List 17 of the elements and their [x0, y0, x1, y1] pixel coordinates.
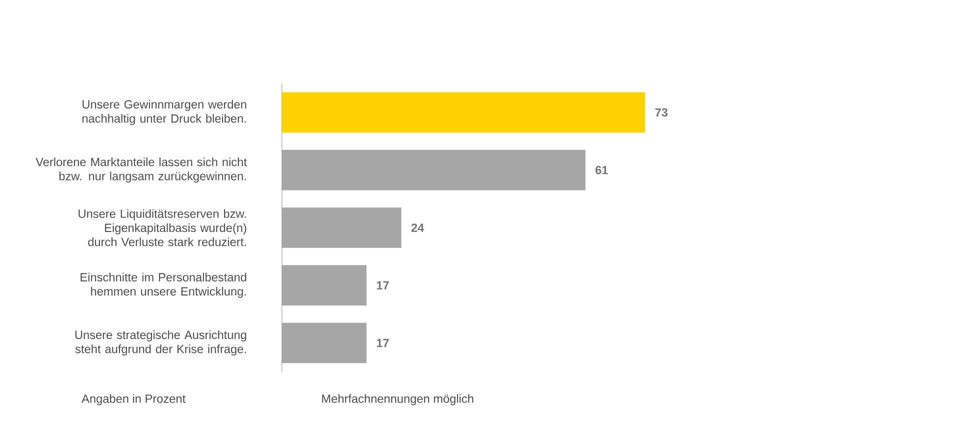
data-label: 17	[376, 339, 389, 348]
y-tick-label: Unsere Liquiditätsreserven bzw. Eigenkapitalbasis wurde(n) durch Verluste stark reduziert.	[78, 209, 246, 246]
y-tick-label: Einschnitte im Personalbestand hemmen unsere Entwicklung.	[80, 272, 246, 298]
bar	[282, 92, 646, 133]
bar	[282, 208, 402, 248]
bar	[282, 322, 367, 364]
data-label: 73	[655, 108, 668, 117]
bar	[282, 265, 367, 306]
y-tick-label: Verlorene Marktanteile lassen sich nicht bzw. nur langsam zurückgewinnen.	[36, 158, 247, 183]
y-tick-label: Unsere strategische Ausrichtung steht aufgrund der Krise infrage.	[75, 330, 246, 356]
text: Angaben in Prozent	[82, 394, 186, 406]
text: Mehrfachnennungen möglich	[322, 394, 474, 406]
data-label: 17	[376, 281, 389, 290]
data-label: 24	[411, 224, 424, 232]
bar	[282, 150, 586, 190]
y-tick-label: Unsere Gewinnmargen werden nachhaltig unter Druck bleiben.	[82, 100, 246, 126]
data-label: 61	[595, 166, 608, 174]
